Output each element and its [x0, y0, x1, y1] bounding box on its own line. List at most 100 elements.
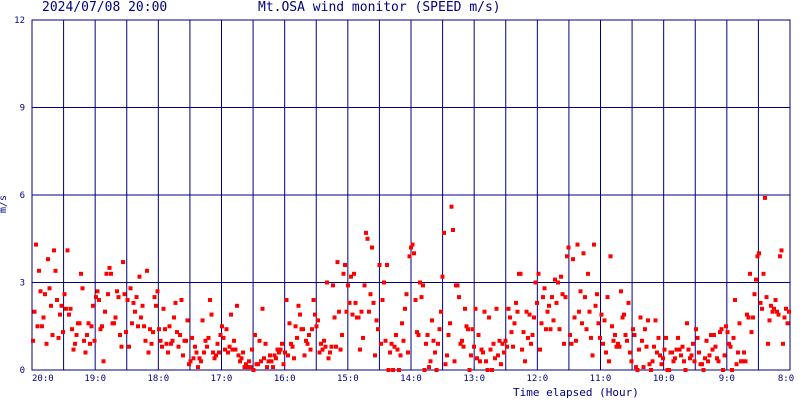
data-point [401, 338, 406, 343]
x-axis-label: Time elapsed (Hour) [513, 386, 639, 399]
data-point [575, 242, 580, 247]
data-point [611, 338, 616, 343]
data-point [209, 312, 214, 317]
data-point [680, 344, 685, 349]
data-point [461, 344, 466, 349]
data-point [562, 341, 566, 346]
data-point [214, 353, 218, 358]
data-point [145, 268, 149, 273]
data-point [613, 333, 617, 337]
data-point [386, 368, 391, 372]
data-point [68, 306, 73, 311]
y-tick-labels: 0 3 6 9 12 [14, 16, 25, 376]
data-point [361, 335, 365, 340]
data-point [758, 300, 763, 305]
data-point [581, 251, 586, 256]
data-point [127, 344, 131, 349]
data-point [115, 289, 119, 294]
data-point [445, 353, 449, 358]
data-point [661, 356, 665, 361]
data-point [409, 245, 413, 250]
data-point [97, 298, 101, 302]
data-point [704, 338, 709, 343]
data-point [373, 353, 377, 358]
data-point [100, 324, 104, 329]
data-point [508, 315, 512, 320]
data-point [113, 315, 118, 320]
data-point [181, 353, 185, 358]
data-point [608, 254, 613, 259]
data-point [632, 333, 637, 337]
data-point [347, 300, 352, 305]
data-point [659, 362, 664, 367]
data-point [545, 309, 550, 314]
data-point [682, 359, 686, 364]
data-point [419, 295, 424, 300]
data-point [755, 254, 760, 259]
data-point [119, 344, 124, 349]
data-point [731, 335, 736, 340]
data-point [667, 368, 671, 372]
data-point [721, 368, 725, 372]
data-point [371, 300, 376, 305]
data-point [587, 309, 592, 314]
data-point [488, 347, 493, 352]
data-point [602, 318, 607, 323]
data-point [275, 347, 280, 352]
data-point [215, 341, 220, 346]
data-point [506, 306, 511, 311]
data-point [238, 359, 242, 364]
data-point [640, 338, 644, 343]
data-point [193, 344, 197, 349]
data-point [740, 359, 745, 364]
data-point [248, 365, 253, 370]
data-point [580, 321, 584, 326]
data-point [332, 315, 337, 320]
data-point [137, 274, 142, 279]
data-point [658, 353, 662, 358]
data-point [457, 295, 461, 300]
data-point [584, 327, 589, 332]
data-point [109, 271, 113, 276]
data-point [313, 312, 317, 317]
data-point [64, 306, 68, 311]
data-point [572, 315, 577, 320]
data-point [203, 338, 208, 343]
data-point [31, 338, 35, 343]
data-point [493, 356, 497, 361]
data-point [707, 353, 712, 358]
data-point [395, 347, 400, 352]
data-point [448, 321, 452, 326]
data-point [548, 327, 553, 332]
data-point [754, 277, 758, 282]
data-point [650, 359, 655, 364]
data-point [335, 260, 340, 265]
data-point [725, 330, 730, 335]
data-point [103, 309, 107, 314]
data-point [350, 312, 355, 317]
data-point [532, 315, 536, 320]
data-point [664, 335, 668, 340]
data-point [463, 306, 467, 311]
data-point [503, 338, 508, 343]
data-point [460, 338, 464, 343]
data-point [440, 274, 445, 279]
data-point [383, 338, 388, 343]
data-point [365, 236, 370, 241]
data-point [175, 330, 179, 335]
data-point [301, 327, 305, 332]
data-point [251, 368, 256, 372]
data-point [752, 292, 757, 297]
data-point [368, 292, 373, 297]
data-point [751, 315, 755, 320]
data-point [133, 309, 137, 314]
data-point [140, 303, 145, 308]
data-point [200, 318, 205, 323]
data-point [329, 344, 334, 349]
data-point [353, 300, 358, 305]
y-tick-label: 3 [20, 279, 25, 289]
data-point [571, 257, 575, 262]
data-point [746, 315, 751, 320]
data-point [637, 347, 641, 352]
data-point [478, 359, 482, 364]
